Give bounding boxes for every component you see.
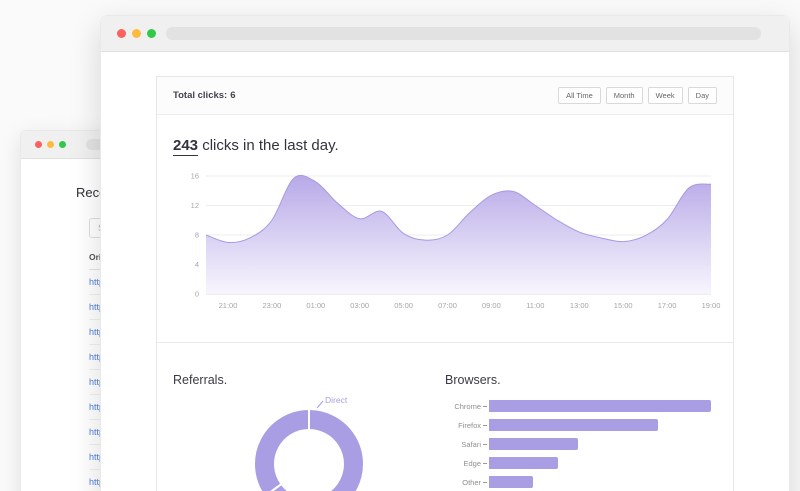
referrals-title: Referrals. (173, 373, 228, 387)
axis-tick (483, 424, 487, 426)
filter-button-day[interactable]: Day (687, 87, 717, 104)
bar-safari (489, 438, 578, 450)
svg-text:15:00: 15:00 (614, 301, 633, 310)
browsers-section: Browsers. Chrome Firefox Safari Edge Other (445, 373, 717, 491)
clicks-headline-text: clicks in the last day. (198, 137, 339, 154)
section-divider (157, 342, 733, 343)
bar-firefox (489, 419, 658, 431)
bar-label: Safari (461, 439, 481, 449)
close-window-icon[interactable] (35, 141, 42, 148)
svg-text:17:00: 17:00 (658, 301, 677, 310)
svg-text:12: 12 (191, 201, 199, 210)
bar-row-safari: Safari (445, 438, 717, 450)
svg-text:11:00: 11:00 (526, 301, 544, 310)
bar-row-chrome: Chrome (445, 400, 717, 412)
axis-tick (483, 443, 487, 445)
axis-tick (483, 405, 487, 407)
filter-button-week[interactable]: Week (647, 87, 683, 104)
bar-label: Chrome (454, 401, 481, 411)
svg-text:Direct: Direct (325, 395, 348, 405)
browsers-title: Browsers. (445, 373, 501, 387)
svg-text:01:00: 01:00 (306, 301, 325, 310)
bar-row-edge: Edge (445, 457, 717, 469)
svg-text:09:00: 09:00 (482, 301, 501, 310)
svg-text:8: 8 (195, 231, 199, 240)
axis-tick (483, 462, 487, 464)
bar-row-firefox: Firefox (445, 419, 717, 431)
bar-other (489, 476, 533, 488)
window-controls (117, 29, 156, 38)
bar-label: Firefox (458, 420, 481, 430)
bar-label: Edge (463, 458, 481, 468)
svg-text:16: 16 (191, 172, 199, 181)
svg-text:21:00: 21:00 (219, 301, 238, 310)
svg-text:0: 0 (195, 290, 199, 299)
filter-buttons: All Time Month Week Day (558, 87, 717, 104)
total-clicks-label: Total clicks: (173, 90, 228, 101)
bar-chrome (489, 400, 711, 412)
svg-text:19:00: 19:00 (702, 301, 721, 310)
svg-text:07:00: 07:00 (438, 301, 457, 310)
close-window-icon[interactable] (117, 29, 126, 38)
total-clicks: Total clicks: 6 (173, 90, 236, 101)
svg-text:13:00: 13:00 (570, 301, 589, 310)
svg-text:23:00: 23:00 (263, 301, 282, 310)
lower-sections: Referrals. Direct Browsers. Chrome Firefo… (157, 373, 733, 491)
clicks-area-chart: 0 4 8 12 16 21:00 23:00 01:00 03:00 05:00 07:00 09:… (191, 172, 721, 311)
bar-row-other: Other (445, 476, 717, 488)
clicks-count: 243 (173, 137, 199, 156)
minimize-window-icon[interactable] (47, 141, 54, 148)
stats-card-header: Total clicks: 6 All Time Month Week Day (157, 77, 733, 115)
window-controls (35, 141, 66, 148)
filter-button-all-time[interactable]: All Time (558, 87, 601, 104)
front-window-titlebar (101, 16, 789, 52)
total-clicks-value: 6 (230, 90, 236, 101)
bar-edge (489, 457, 558, 469)
address-bar[interactable] (166, 27, 761, 40)
zoom-window-icon[interactable] (59, 141, 66, 148)
svg-text:03:00: 03:00 (350, 301, 369, 310)
svg-text:05:00: 05:00 (394, 301, 413, 310)
clicks-headline: 243 clicks in the last day. (173, 137, 717, 156)
referrals-donut-chart: Direct (253, 395, 365, 491)
minimize-window-icon[interactable] (132, 29, 141, 38)
referrals-section: Referrals. Direct (173, 373, 445, 491)
browsers-bar-chart: Chrome Firefox Safari Edge Other (445, 400, 717, 488)
bar-label: Other (462, 477, 481, 487)
zoom-window-icon[interactable] (147, 29, 156, 38)
filter-button-month[interactable]: Month (605, 87, 643, 104)
axis-tick (483, 481, 487, 483)
stats-card: Total clicks: 6 All Time Month Week Day 243… (156, 76, 734, 491)
svg-text:4: 4 (195, 260, 199, 269)
stats-browser-window: Total clicks: 6 All Time Month Week Day 243… (100, 15, 790, 491)
